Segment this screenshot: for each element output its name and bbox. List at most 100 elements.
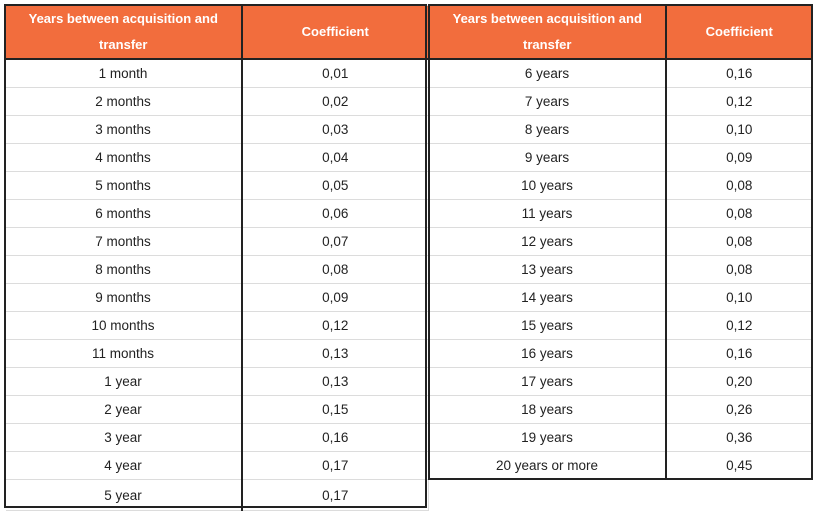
period-cell: 9 months [5, 283, 243, 312]
table-row: 7 years 0,12 [429, 87, 813, 116]
table-row: 1 month 0,01 [5, 58, 429, 88]
period-cell: 8 months [5, 255, 243, 284]
coefficient-cell: 0,09 [665, 143, 813, 172]
coefficient-cell: 0,13 [241, 367, 429, 396]
period-cell: 18 years [429, 395, 667, 424]
table-row: 1 year 0,13 [5, 367, 429, 396]
table-row: 8 months 0,08 [5, 255, 429, 284]
coefficient-cell: 0,15 [241, 395, 429, 424]
period-cell: 2 year [5, 395, 243, 424]
coefficient-cell: 0,12 [665, 87, 813, 116]
period-cell: 12 years [429, 227, 667, 256]
table-row: 14 years 0,10 [429, 283, 813, 312]
coefficient-cell: 0,05 [241, 171, 429, 200]
table-row: 13 years 0,08 [429, 255, 813, 284]
table-row: 5 months 0,05 [5, 171, 429, 200]
period-cell: 4 months [5, 143, 243, 172]
period-cell: 1 month [5, 58, 243, 88]
period-cell: 11 months [5, 339, 243, 368]
coefficient-cell: 0,07 [241, 227, 429, 256]
table-row: 9 years 0,09 [429, 143, 813, 172]
coefficient-cell: 0,10 [665, 283, 813, 312]
period-cell: 5 year [5, 479, 243, 511]
coefficient-cell: 0,10 [665, 115, 813, 144]
table-row: 4 months 0,04 [5, 143, 429, 172]
coefficient-cell: 0,08 [665, 199, 813, 228]
period-cell: 8 years [429, 115, 667, 144]
period-cell: 2 months [5, 87, 243, 116]
table-row: 15 years 0,12 [429, 311, 813, 340]
period-cell: 11 years [429, 199, 667, 228]
table-row: 20 years or more 0,45 [429, 451, 813, 480]
period-column-header: Years between acquisition and transfer [5, 5, 243, 60]
coefficient-cell: 0,09 [241, 283, 429, 312]
coefficient-cell: 0,26 [665, 395, 813, 424]
period-cell: 14 years [429, 283, 667, 312]
coefficient-cell: 0,08 [665, 255, 813, 284]
period-cell: 20 years or more [429, 451, 667, 480]
table-header-row: Years between acquisition and transfer C… [429, 5, 813, 60]
table-row: 8 years 0,10 [429, 115, 813, 144]
coefficient-cell: 0,03 [241, 115, 429, 144]
coefficient-column-header: Coefficient [665, 5, 813, 60]
coefficient-cell: 0,17 [241, 451, 429, 480]
table-row: 3 year 0,16 [5, 423, 429, 452]
table-row: 17 years 0,20 [429, 367, 813, 396]
table-row: 7 months 0,07 [5, 227, 429, 256]
table-row: 3 months 0,03 [5, 115, 429, 144]
coefficient-cell: 0,12 [665, 311, 813, 340]
period-cell: 10 years [429, 171, 667, 200]
coefficient-cell: 0,13 [241, 339, 429, 368]
period-cell: 19 years [429, 423, 667, 452]
table-row: 6 years 0,16 [429, 58, 813, 88]
coefficient-cell: 0,04 [241, 143, 429, 172]
coefficient-cell: 0,45 [665, 451, 813, 480]
period-cell: 10 months [5, 311, 243, 340]
coefficient-cell: 0,02 [241, 87, 429, 116]
period-cell: 1 year [5, 367, 243, 396]
period-cell: 15 years [429, 311, 667, 340]
coefficient-cell: 0,12 [241, 311, 429, 340]
table-row: 19 years 0,36 [429, 423, 813, 452]
coefficient-cell: 0,08 [665, 171, 813, 200]
table-row: 10 months 0,12 [5, 311, 429, 340]
coefficient-table-right: Years between acquisition and transfer C… [429, 5, 813, 480]
table-header-row: Years between acquisition and transfer C… [5, 5, 429, 60]
table-row: 16 years 0,16 [429, 339, 813, 368]
period-column-header: Years between acquisition and transfer [429, 5, 667, 60]
coefficient-column-header: Coefficient [241, 5, 429, 60]
coefficient-cell: 0,17 [241, 479, 429, 511]
table-row: 10 years 0,08 [429, 171, 813, 200]
coefficient-cell: 0,36 [665, 423, 813, 452]
coefficient-table-left: Years between acquisition and transfer C… [5, 5, 429, 511]
coefficient-cell: 0,08 [241, 255, 429, 284]
table-row: 18 years 0,26 [429, 395, 813, 424]
period-cell: 7 months [5, 227, 243, 256]
period-cell: 7 years [429, 87, 667, 116]
table-row: 11 years 0,08 [429, 199, 813, 228]
coefficient-cell: 0,20 [665, 367, 813, 396]
table-row: 11 months 0,13 [5, 339, 429, 368]
period-cell: 6 months [5, 199, 243, 228]
period-cell: 16 years [429, 339, 667, 368]
coefficient-cell: 0,08 [665, 227, 813, 256]
table-row: 6 months 0,06 [5, 199, 429, 228]
table-row: 4 year 0,17 [5, 451, 429, 480]
period-cell: 6 years [429, 58, 667, 88]
coefficient-cell: 0,16 [665, 339, 813, 368]
period-cell: 3 months [5, 115, 243, 144]
period-cell: 17 years [429, 367, 667, 396]
table-row: 9 months 0,09 [5, 283, 429, 312]
table-row: 5 year 0,17 [5, 479, 429, 511]
period-cell: 3 year [5, 423, 243, 452]
table-body-left: 1 month 0,01 2 months 0,02 3 months 0,03 4 mon… [5, 58, 429, 511]
table-row: 12 years 0,08 [429, 227, 813, 256]
coefficient-cell: 0,01 [241, 58, 429, 88]
coefficient-cell: 0,16 [665, 58, 813, 88]
period-cell: 13 years [429, 255, 667, 284]
table-row: 2 year 0,15 [5, 395, 429, 424]
period-cell: 5 months [5, 171, 243, 200]
coefficient-cell: 0,06 [241, 199, 429, 228]
table-body-right: 6 years 0,16 7 years 0,12 8 years 0,10 9 years… [429, 58, 813, 480]
period-cell: 4 year [5, 451, 243, 480]
